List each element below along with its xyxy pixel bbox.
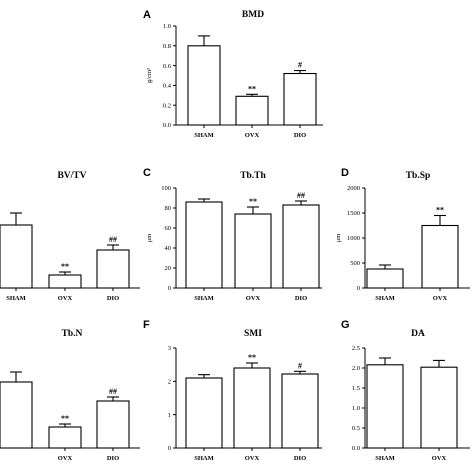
significance-label: **: [249, 197, 257, 206]
x-tick-label: DIO: [294, 455, 306, 462]
x-tick-label: SHAM: [194, 295, 214, 302]
x-tick-label: DIO: [294, 132, 306, 139]
y-tick-label: 2000: [347, 185, 360, 192]
y-axis-label: g/cm³: [146, 68, 153, 83]
panel-title: DA: [411, 329, 425, 339]
y-tick-label: 2.5: [352, 345, 360, 352]
x-tick-label: DIO: [107, 455, 119, 462]
y-tick-label: 0.0: [352, 445, 360, 452]
panel-G: G DA 0.0 0.5 1.0 1.5 2.0 2.5 SHAM OVX: [341, 319, 470, 462]
y-tick-label: 1.0: [163, 23, 171, 30]
panel-B: BV/TV SHAM ** OVX ## DIO: [0, 171, 140, 302]
y-tick-label: 2.0: [352, 365, 360, 372]
y-tick-label: 0.8: [163, 43, 171, 50]
panel-E: Tb.N ** OVX ## DIO: [0, 329, 140, 462]
y-tick-label: 0: [357, 285, 360, 292]
y-tick-label: 1: [168, 412, 171, 419]
bar: [281, 373, 319, 449]
significance-label: ##: [109, 387, 117, 396]
x-tick-label: SHAM: [375, 295, 395, 302]
y-tick-label: 60: [165, 225, 172, 232]
y-axis-label: μm: [146, 234, 153, 243]
y-tick-label: 3: [168, 345, 171, 352]
bar: [48, 426, 82, 449]
y-tick-label: 40: [165, 245, 172, 252]
panel-letter: D: [341, 167, 349, 179]
panel-letter: A: [143, 9, 151, 21]
bar: [185, 201, 223, 289]
panel-title: SMI: [244, 329, 262, 339]
bar: [234, 213, 272, 289]
significance-label: #: [298, 361, 302, 370]
y-tick-label: 100: [161, 185, 171, 192]
panel-title: Tb.N: [62, 329, 83, 339]
significance-label: **: [248, 353, 256, 362]
y-axis-label: μm: [335, 234, 342, 243]
x-tick-label: OVX: [58, 455, 73, 462]
bar: [187, 45, 221, 126]
significance-label: **: [61, 414, 69, 423]
y-tick-label: 20: [165, 265, 172, 272]
bar: [283, 72, 317, 126]
bar: [235, 95, 269, 126]
bar: [0, 381, 33, 449]
bar: [366, 268, 404, 289]
panel-C: C Tb.Th 0 20 40 60 80 100 μm SHAM ** OVX ## DIO: [143, 167, 322, 302]
y-tick-label: 1500: [347, 210, 360, 217]
y-tick-label: 1.0: [352, 405, 360, 412]
x-tick-label: OVX: [433, 295, 448, 302]
x-tick-label: OVX: [432, 455, 447, 462]
panel-A: A BMD 0.0 0.2 0.4 0.6 0.8 1.0 g/cm³ SHAM ** OVX # DIO: [143, 9, 323, 139]
x-tick-label: SHAM: [194, 455, 214, 462]
y-tick-label: 500: [350, 260, 360, 267]
bar: [366, 364, 404, 449]
panel-letter: G: [341, 319, 350, 331]
x-tick-label: OVX: [58, 295, 73, 302]
panel-title: Tb.Sp: [406, 171, 431, 181]
x-tick-label: DIO: [107, 295, 119, 302]
panel-title: Tb.Th: [240, 171, 266, 181]
bar: [185, 377, 223, 449]
panel-title: BMD: [242, 10, 264, 20]
bar: [0, 224, 33, 289]
x-tick-label: SHAM: [375, 455, 395, 462]
x-tick-label: SHAM: [6, 295, 26, 302]
y-tick-label: 80: [165, 205, 172, 212]
x-tick-label: DIO: [295, 295, 307, 302]
significance-label: **: [436, 206, 444, 215]
y-tick-label: 0.5: [352, 425, 360, 432]
y-tick-label: 1000: [347, 235, 360, 242]
y-tick-label: 0: [168, 285, 171, 292]
bar: [282, 204, 320, 289]
x-tick-label: OVX: [245, 455, 260, 462]
significance-label: **: [248, 84, 256, 93]
x-tick-label: OVX: [245, 132, 260, 139]
panel-letter: F: [143, 319, 150, 331]
panel-letter: C: [143, 167, 151, 179]
bar: [233, 367, 271, 449]
y-tick-label: 0.0: [163, 122, 171, 129]
significance-label: ##: [297, 191, 305, 200]
significance-label: ##: [109, 235, 117, 244]
y-tick-label: 0.2: [163, 102, 171, 109]
bar: [48, 274, 82, 289]
bar: [421, 224, 459, 289]
significance-label: #: [298, 61, 302, 70]
bar: [96, 249, 130, 289]
bar: [420, 366, 458, 449]
y-tick-label: 0: [168, 445, 171, 452]
panel-title: BV/TV: [57, 171, 86, 181]
x-tick-label: OVX: [246, 295, 261, 302]
panel-F: F SMI 0 1 2 3 SHAM ** OVX # DIO: [143, 319, 322, 462]
x-tick-label: SHAM: [194, 132, 214, 139]
panel-D: D Tb.Sp 0 500 1000 1500 2000 μm SHAM ** OVX: [335, 167, 470, 302]
y-tick-label: 2: [168, 379, 171, 386]
y-tick-label: 0.4: [163, 83, 172, 90]
significance-label: **: [61, 262, 69, 271]
y-tick-label: 0.6: [163, 63, 172, 70]
bar: [96, 400, 130, 449]
y-tick-label: 1.5: [352, 385, 360, 392]
